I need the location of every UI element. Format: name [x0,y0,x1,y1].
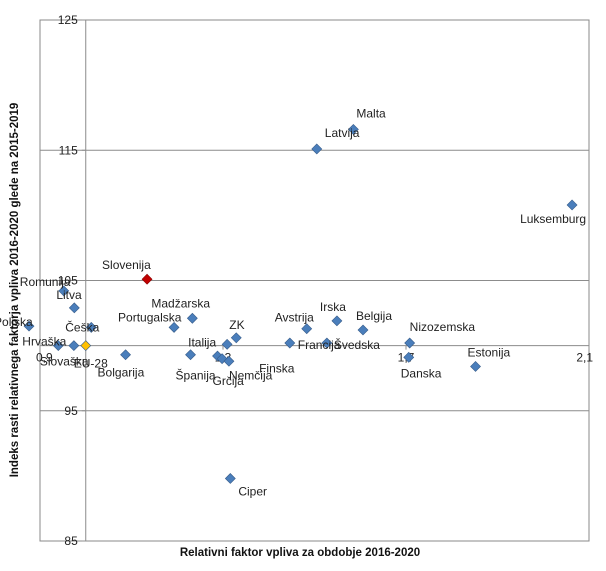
point-danska [403,351,415,363]
point-label-avstrija: Avstrija [275,311,314,325]
point-eu-28 [80,340,92,352]
point-label-eu-28: EU-28 [74,357,108,371]
y-axis-title: Indeks rasti relativnega faktorja vpliva… [9,103,21,478]
point-label-španija: Španija [176,368,216,383]
point-hrvaška [52,340,64,352]
y-tick-label: 125 [58,13,78,27]
y-tick-label: 95 [64,404,78,418]
point-litva [68,302,80,314]
point-label-irska: Irska [320,300,346,314]
point-francija [284,337,296,349]
y-tick-labels: 125 115 105 95 85 [58,13,86,548]
point-label-belgija: Belgija [356,309,392,323]
point-romunija [58,285,70,297]
point-label-luksemburg: Luksemburg [520,212,586,226]
point-label-poljska: Poljska [0,315,33,329]
point-ciper [224,473,236,484]
point-label-hrvaška: Hrvaška [22,335,66,349]
point-latvija [311,143,323,155]
point-label-slovaška: Slovaška [40,355,89,369]
point-labels: Malta Latvija Luksemburg Slovenija RomunijaL… [0,106,586,498]
point-bolgarija [120,349,131,361]
point-malta [347,123,359,135]
point-label-estonija: Estonija [468,345,511,359]
point-label-italija: Italija [188,335,216,349]
point-label-danska: Danska [401,366,442,380]
point-label-ciper: Ciper [238,484,267,498]
point-label-švedska: Švedska [334,337,380,352]
point-nemčija [223,355,235,367]
point-luksemburg [566,199,578,211]
point-label-malta: Malta [356,106,386,120]
x-axis-title: Relativni faktor vpliva za obdobje 2016-… [180,547,420,559]
point-label-latvija: Latvija [325,126,360,140]
point-češka [85,321,97,333]
point-label-bolgarija: Bolgarija [98,366,145,380]
y-tick-label: 115 [59,143,78,157]
point-španija [185,349,196,361]
point-label-finska: Finska [259,362,295,376]
point-zk [230,332,242,344]
point-belgija [357,324,369,336]
point-label-francija: Francija [298,338,341,352]
point-label-madžarska: Madžarska [151,296,210,310]
point-estonija [470,361,481,372]
point-slovenija [141,273,153,285]
point-švedska [321,337,333,349]
x-tick-label: 0,9 [36,351,53,365]
point-irska [331,315,343,327]
point-label-nizozemska: Nizozemska [410,320,476,334]
y-tick-label: 85 [64,534,78,548]
point-madžarska [186,312,198,324]
point-nizozemska [404,337,416,349]
point-label-portugalska: Portugalska [118,310,182,324]
point-avstrija [301,323,313,335]
point-label-romunija: Romunija [20,275,71,289]
point-italija [221,338,233,350]
point-label-češka: Češka [65,319,99,334]
point-label-nemčija: Nemčija [229,368,273,382]
point-portugalska [168,321,180,333]
point-label-zk: ZK [229,318,244,332]
x-tick-label: 2,1 [576,351,593,365]
y-tick-label: 105 [58,274,78,288]
data-points [23,123,578,484]
point-label-slovenija: Slovenija [102,258,151,272]
point-poljska [23,320,35,332]
point-label-litva: Litva [56,288,82,302]
point-label-grčija: Grčija [213,374,245,388]
point-slovaška [68,340,80,352]
